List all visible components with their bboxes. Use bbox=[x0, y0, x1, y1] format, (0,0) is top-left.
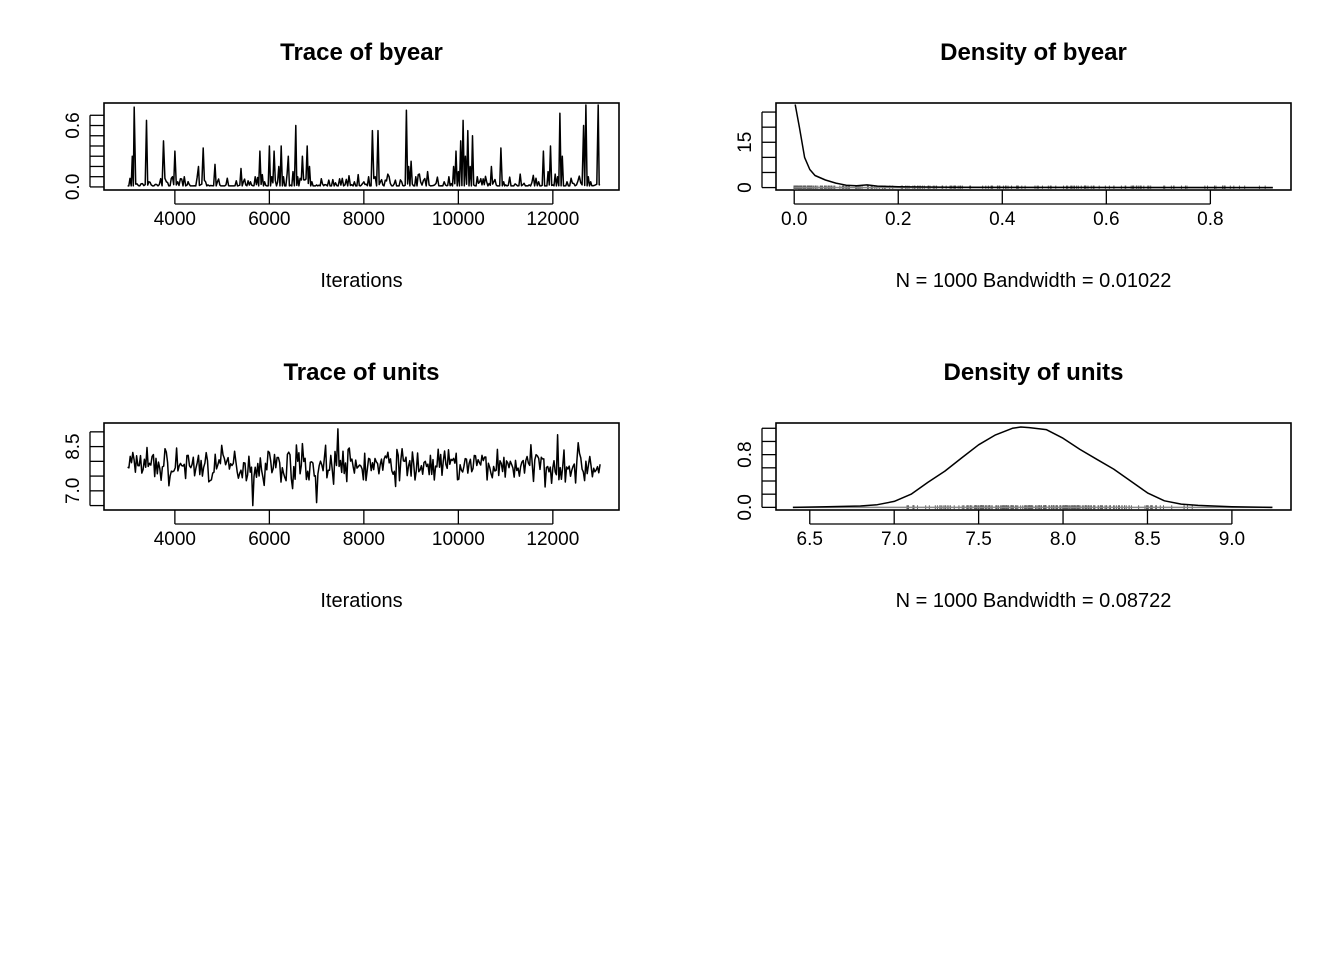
x-tick-label: 7.0 bbox=[881, 529, 907, 550]
panel-density-byear: Density of byear 0.0 0.2 0.4 0.6 0.8 0 15 N = 10… bbox=[735, 39, 1292, 292]
x-tick-label: 4000 bbox=[154, 529, 196, 550]
panel-density-units: Density of units 6.5 7.0 7.5 8.0 8.5 9.0 0.0 0.8… bbox=[735, 359, 1292, 612]
chart-title: Density of units bbox=[943, 359, 1123, 386]
x-axis-label: N = 1000 Bandwidth = 0.08722 bbox=[896, 590, 1172, 612]
panel-trace-units: Trace of units 4000 6000 8000 10000 12000 7.0 8… bbox=[63, 359, 620, 612]
chart-title: Trace of units bbox=[283, 359, 439, 386]
x-tick-label: 6.5 bbox=[797, 529, 823, 550]
x-tick-label: 0.0 bbox=[781, 209, 807, 230]
chart-title: Density of byear bbox=[940, 39, 1127, 66]
plot-frame bbox=[103, 422, 620, 511]
x-axis-label: N = 1000 Bandwidth = 0.01022 bbox=[896, 270, 1172, 292]
y-tick-label: 0.8 bbox=[735, 441, 756, 467]
x-tick-label: 6000 bbox=[248, 209, 290, 230]
x-tick-label: 8000 bbox=[343, 209, 385, 230]
y-tick-label: 15 bbox=[735, 132, 756, 153]
chart-title: Trace of byear bbox=[280, 39, 443, 66]
series-line bbox=[127, 104, 601, 187]
x-tick-label: 10000 bbox=[432, 209, 485, 230]
x-tick-label: 12000 bbox=[526, 209, 579, 230]
x-axis-label: Iterations bbox=[320, 270, 402, 292]
x-tick-label: 9.0 bbox=[1219, 529, 1245, 550]
series-line bbox=[794, 104, 1273, 189]
x-tick-label: 0.4 bbox=[989, 209, 1016, 230]
x-tick-label: 0.2 bbox=[885, 209, 911, 230]
x-tick-label: 8.0 bbox=[1050, 529, 1076, 550]
plot-frame bbox=[775, 102, 1292, 191]
y-tick-label: 8.5 bbox=[63, 433, 84, 459]
series-line bbox=[792, 426, 1273, 509]
x-tick-label: 12000 bbox=[526, 529, 579, 550]
y-tick-label: 0 bbox=[735, 182, 756, 193]
rug-marks bbox=[792, 505, 1273, 510]
y-tick-label: 0.0 bbox=[63, 174, 84, 200]
plot-frame bbox=[775, 422, 1292, 511]
x-tick-label: 6000 bbox=[248, 529, 290, 550]
y-tick-label: 0.0 bbox=[735, 494, 756, 520]
series-line bbox=[127, 428, 601, 507]
y-tick-label: 0.6 bbox=[63, 112, 84, 138]
x-axis-label: Iterations bbox=[320, 590, 402, 612]
x-tick-label: 8000 bbox=[343, 529, 385, 550]
x-tick-label: 0.8 bbox=[1197, 209, 1223, 230]
panel-trace-byear: Trace of byear 4000 6000 8000 10000 12000 0.0 0… bbox=[63, 39, 620, 292]
x-tick-label: 7.5 bbox=[965, 529, 991, 550]
x-tick-label: 10000 bbox=[432, 529, 485, 550]
y-tick-label: 7.0 bbox=[63, 478, 84, 504]
x-tick-label: 4000 bbox=[154, 209, 196, 230]
x-tick-label: 0.6 bbox=[1093, 209, 1119, 230]
x-tick-label: 8.5 bbox=[1134, 529, 1160, 550]
